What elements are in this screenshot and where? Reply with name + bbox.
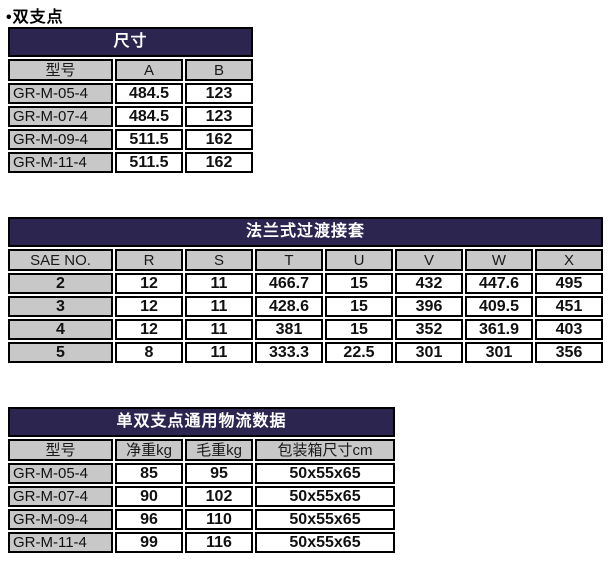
- value-cell: 12: [115, 273, 183, 294]
- flange-table-title: 法兰式过渡接套: [8, 217, 603, 247]
- logistics-table-title: 单双支点通用物流数据: [8, 407, 395, 437]
- value-cell: 90: [115, 486, 183, 507]
- value-cell: 403: [535, 319, 603, 340]
- value-cell: 15: [325, 296, 393, 317]
- value-cell: 8: [115, 342, 183, 363]
- value-cell: 11: [185, 319, 253, 340]
- value-cell: 11: [185, 296, 253, 317]
- model-cell: GR-M-11-4: [8, 532, 113, 553]
- value-cell: 116: [185, 532, 253, 553]
- column-header-model: 型号: [8, 439, 113, 461]
- value-cell: 447.6: [465, 273, 533, 294]
- value-cell: 22.5: [325, 342, 393, 363]
- value-cell: 162: [185, 129, 253, 150]
- value-cell: 511.5: [115, 152, 183, 173]
- value-cell: 484.5: [115, 106, 183, 127]
- value-cell: 85: [115, 463, 183, 484]
- value-cell: 50x55x65: [255, 532, 395, 553]
- value-cell: 11: [185, 273, 253, 294]
- value-cell: 432: [395, 273, 463, 294]
- logistics-table: 单双支点通用物流数据 型号 净重kg 毛重kg 包装箱尺寸cm GR-M-05-…: [8, 407, 395, 553]
- value-cell: 301: [465, 342, 533, 363]
- value-cell: 99: [115, 532, 183, 553]
- value-cell: 333.3: [255, 342, 323, 363]
- model-cell: GR-M-07-4: [8, 486, 113, 507]
- column-header-w: W: [465, 249, 533, 271]
- value-cell: 11: [185, 342, 253, 363]
- value-cell: 409.5: [465, 296, 533, 317]
- value-cell: 123: [185, 83, 253, 104]
- value-cell: 12: [115, 296, 183, 317]
- value-cell: 102: [185, 486, 253, 507]
- value-cell: 95: [185, 463, 253, 484]
- column-header-model: 型号: [8, 59, 113, 81]
- value-cell: 381: [255, 319, 323, 340]
- column-header-u: U: [325, 249, 393, 271]
- model-cell: GR-M-05-4: [8, 463, 113, 484]
- column-header-a: A: [115, 59, 183, 81]
- value-cell: 96: [115, 509, 183, 530]
- value-cell: 50x55x65: [255, 486, 395, 507]
- model-cell: GR-M-09-4: [8, 129, 113, 150]
- value-cell: 301: [395, 342, 463, 363]
- column-header-v: V: [395, 249, 463, 271]
- sae-no-cell: 4: [8, 319, 113, 340]
- value-cell: 356: [535, 342, 603, 363]
- column-header-s: S: [185, 249, 253, 271]
- column-header-r: R: [115, 249, 183, 271]
- value-cell: 396: [395, 296, 463, 317]
- value-cell: 451: [535, 296, 603, 317]
- value-cell: 352: [395, 319, 463, 340]
- column-header-gross-weight: 毛重kg: [185, 439, 253, 461]
- value-cell: 466.7: [255, 273, 323, 294]
- column-header-b: B: [185, 59, 253, 81]
- model-cell: GR-M-07-4: [8, 106, 113, 127]
- value-cell: 110: [185, 509, 253, 530]
- column-header-sae-no: SAE NO.: [8, 249, 113, 271]
- sae-no-cell: 3: [8, 296, 113, 317]
- dimensions-table: 尺寸 型号 A B GR-M-05-4 484.5 123 GR-M-07-4 …: [8, 27, 253, 173]
- value-cell: 484.5: [115, 83, 183, 104]
- sae-no-cell: 5: [8, 342, 113, 363]
- model-cell: GR-M-05-4: [8, 83, 113, 104]
- column-header-x: X: [535, 249, 603, 271]
- flange-adapter-table: 法兰式过渡接套 SAE NO. R S T U V W X 2 12 11 46…: [8, 217, 603, 363]
- value-cell: 15: [325, 319, 393, 340]
- value-cell: 15: [325, 273, 393, 294]
- value-cell: 123: [185, 106, 253, 127]
- value-cell: 162: [185, 152, 253, 173]
- value-cell: 361.9: [465, 319, 533, 340]
- value-cell: 50x55x65: [255, 463, 395, 484]
- value-cell: 428.6: [255, 296, 323, 317]
- column-header-t: T: [255, 249, 323, 271]
- model-cell: GR-M-11-4: [8, 152, 113, 173]
- column-header-net-weight: 净重kg: [115, 439, 183, 461]
- value-cell: 495: [535, 273, 603, 294]
- column-header-box-size: 包装箱尺寸cm: [255, 439, 395, 461]
- page-title: •双支点: [6, 9, 64, 26]
- value-cell: 12: [115, 319, 183, 340]
- model-cell: GR-M-09-4: [8, 509, 113, 530]
- value-cell: 511.5: [115, 129, 183, 150]
- value-cell: 50x55x65: [255, 509, 395, 530]
- dimensions-table-title: 尺寸: [8, 27, 253, 57]
- sae-no-cell: 2: [8, 273, 113, 294]
